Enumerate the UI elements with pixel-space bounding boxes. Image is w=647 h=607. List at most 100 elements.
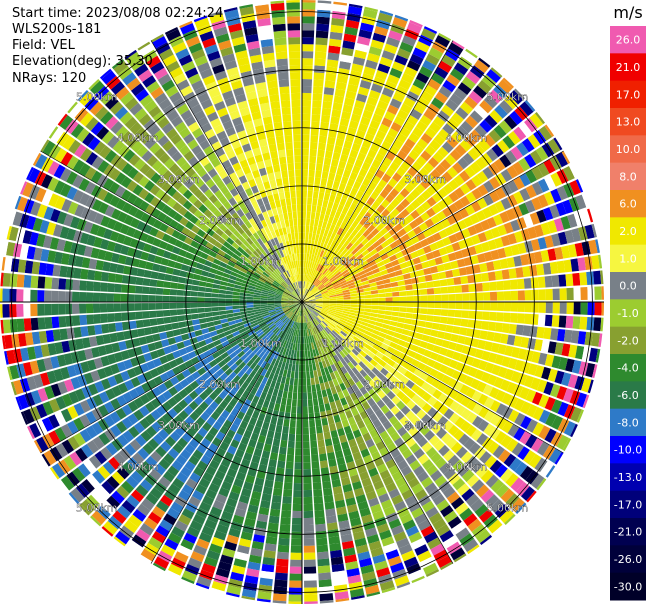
range-gate <box>468 310 476 319</box>
range-gate <box>250 319 258 325</box>
range-gate <box>416 138 429 150</box>
range-gate <box>406 307 414 313</box>
range-gate <box>247 245 255 253</box>
range-gate <box>312 288 319 294</box>
range-gate <box>427 407 438 418</box>
range-gate <box>255 419 264 428</box>
range-gate <box>229 398 238 408</box>
range-gate <box>499 333 509 344</box>
range-gate <box>127 457 140 470</box>
range-gate <box>159 152 171 165</box>
range-gate <box>313 219 319 227</box>
range-gate <box>336 262 344 270</box>
range-gate <box>471 357 481 369</box>
range-gate <box>254 287 263 292</box>
range-gate <box>336 303 344 307</box>
range-gate <box>158 98 172 111</box>
range-gate <box>100 355 110 367</box>
range-gate <box>179 216 189 227</box>
range-gate <box>138 188 149 200</box>
range-gate <box>380 218 390 227</box>
range-gate <box>284 279 290 286</box>
range-gate <box>294 462 302 470</box>
range-gate <box>454 416 466 429</box>
range-gate <box>192 513 206 525</box>
range-gate <box>204 448 215 459</box>
range-gate <box>156 394 167 405</box>
range-gate <box>247 468 257 478</box>
range-gate <box>302 16 315 24</box>
range-gate <box>313 318 319 326</box>
range-gate <box>104 251 114 262</box>
range-gate <box>68 492 80 505</box>
range-gate <box>378 359 387 368</box>
range-gate <box>302 406 308 414</box>
range-gate <box>355 435 365 445</box>
range-gate <box>262 421 270 430</box>
range-gate <box>321 292 329 296</box>
range-gate <box>286 370 292 378</box>
range-gate <box>352 56 366 66</box>
range-gate <box>326 522 338 531</box>
range-gate <box>448 389 459 400</box>
range-gate <box>292 496 302 505</box>
range-gate <box>276 353 283 361</box>
range-gate <box>330 472 340 481</box>
range-gate <box>250 547 263 557</box>
range-gate <box>432 345 442 354</box>
range-gate <box>63 352 74 366</box>
range-gate <box>236 217 245 227</box>
range-gate <box>204 396 214 406</box>
range-gate <box>50 355 60 369</box>
range-gate <box>16 274 25 288</box>
range-gate <box>296 302 302 307</box>
range-gate <box>443 396 454 408</box>
range-gate <box>97 188 109 201</box>
range-gate <box>318 285 326 291</box>
range-gate <box>262 399 270 409</box>
range-gate <box>290 306 297 311</box>
range-gate <box>327 246 333 254</box>
range-gate <box>358 557 373 568</box>
range-gate <box>307 183 314 192</box>
range-gate <box>525 389 537 403</box>
range-gate <box>487 271 496 281</box>
range-gate <box>205 354 215 363</box>
range-gate <box>291 335 295 343</box>
range-gate <box>552 288 560 301</box>
range-gate <box>139 523 154 536</box>
range-gate <box>534 365 545 378</box>
range-gate <box>394 182 404 193</box>
range-gate <box>495 403 507 416</box>
range-gate <box>371 113 383 124</box>
range-gate <box>334 88 346 98</box>
range-gate <box>529 264 538 277</box>
range-gate <box>283 309 291 314</box>
range-gate <box>72 159 85 174</box>
range-gate <box>26 346 37 360</box>
range-gate <box>126 180 138 192</box>
range-gate <box>330 187 338 196</box>
range-gate <box>216 415 227 425</box>
range-gate <box>345 334 353 342</box>
range-gate <box>208 543 223 554</box>
range-gate <box>198 531 213 543</box>
range-gate <box>529 326 538 338</box>
range-gate <box>206 549 221 561</box>
range-gate <box>428 47 444 60</box>
range-gate <box>350 358 358 367</box>
range-gate <box>245 445 255 455</box>
range-gate <box>374 409 384 419</box>
range-gate <box>246 327 254 334</box>
range-gate <box>227 282 235 288</box>
range-gate <box>226 429 236 439</box>
range-gate <box>424 321 433 329</box>
range-gate <box>310 440 318 449</box>
range-gate <box>425 281 434 288</box>
range-gate <box>499 154 512 168</box>
range-gate <box>280 361 286 370</box>
range-gate <box>365 438 375 448</box>
range-gate <box>134 63 149 77</box>
range-gate <box>223 385 232 395</box>
range-gate <box>349 70 362 80</box>
